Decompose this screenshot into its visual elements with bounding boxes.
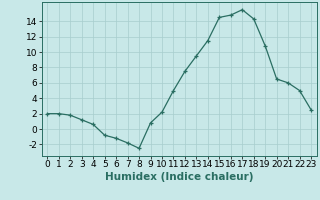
X-axis label: Humidex (Indice chaleur): Humidex (Indice chaleur) <box>105 172 253 182</box>
